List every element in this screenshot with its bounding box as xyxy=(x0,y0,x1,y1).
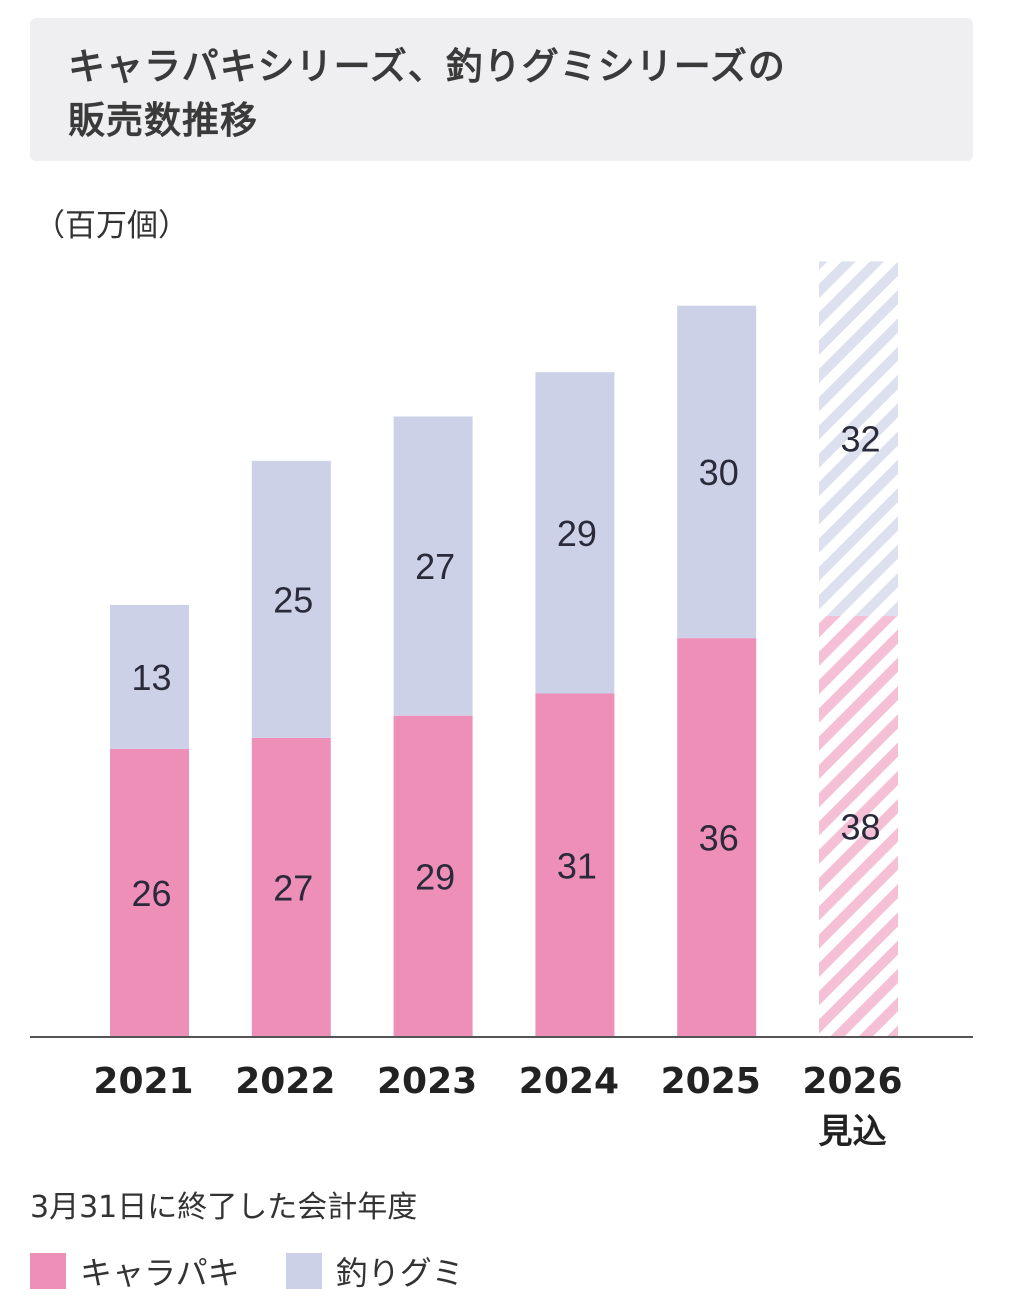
bar-charapaki-2024 xyxy=(535,693,615,1037)
chart-title: キャラパキシリーズ、釣りグミシリーズの 販売数推移 xyxy=(68,45,786,142)
bar-charapaki-2025 xyxy=(677,638,757,1037)
x-tick-label-2026: 2026 xyxy=(802,1061,902,1102)
data-label-charapaki-2023: 29 xyxy=(415,856,455,897)
chart-plot: 26 13 27 25 29 27 31 29 36 30 38 32 2021 2022 2023 202… xyxy=(30,261,973,1152)
bar-tsurigumi-2022 xyxy=(251,460,331,738)
title-box: キャラパキシリーズ、釣りグミシリーズの 販売数推移 xyxy=(30,18,973,161)
data-label-charapaki-2026: 38 xyxy=(840,806,880,847)
bar-charapaki-2023 xyxy=(393,715,473,1037)
data-label-tsurigumi-2022: 25 xyxy=(273,579,313,620)
bar-tsurigumi-2024 xyxy=(535,372,615,694)
bar-tsurigumi-2023 xyxy=(393,416,473,716)
legend-label-charapaki: キャラパキ xyxy=(80,1254,240,1292)
bar-tsurigumi-2021 xyxy=(110,604,189,749)
bar-charapaki-2026 xyxy=(819,615,898,1037)
x-tick-sublabel-2026: 見込 xyxy=(819,1112,887,1152)
data-label-charapaki-2022: 27 xyxy=(273,867,313,908)
bar-charapaki-2021 xyxy=(110,748,189,1037)
x-tick-label-2022: 2022 xyxy=(235,1061,335,1102)
data-label-tsurigumi-2025: 30 xyxy=(699,452,739,493)
x-tick-label-2025: 2025 xyxy=(661,1061,761,1102)
data-label-charapaki-2021: 26 xyxy=(131,873,171,914)
data-label-charapaki-2025: 36 xyxy=(699,818,739,859)
legend-item-tsurigumi: 釣りグミ xyxy=(285,1248,464,1294)
legend: キャラパキ 釣りグミ xyxy=(30,1248,510,1294)
fiscal-year-note: 3月31日に終了した会計年度 xyxy=(30,1190,418,1225)
bar-charapaki-2022 xyxy=(251,737,331,1037)
data-label-tsurigumi-2026: 32 xyxy=(840,419,880,460)
legend-item-charapaki: キャラパキ xyxy=(30,1248,240,1294)
bar-tsurigumi-2025 xyxy=(677,305,757,639)
y-axis-unit: （百万個） xyxy=(34,208,189,244)
data-label-tsurigumi-2024: 29 xyxy=(557,513,597,554)
legend-label-tsurigumi: 釣りグミ xyxy=(335,1254,464,1292)
legend-swatch-charapaki xyxy=(30,1253,66,1289)
bar-tsurigumi-2026 xyxy=(819,261,898,616)
legend-swatch-tsurigumi xyxy=(285,1253,322,1289)
x-tick-label-2024: 2024 xyxy=(519,1061,619,1102)
data-label-tsurigumi-2021: 13 xyxy=(131,657,171,698)
x-tick-label-2023: 2023 xyxy=(377,1061,477,1102)
x-tick-label-2021: 2021 xyxy=(93,1061,193,1102)
data-label-charapaki-2024: 31 xyxy=(557,845,597,886)
data-label-tsurigumi-2023: 27 xyxy=(415,546,455,587)
